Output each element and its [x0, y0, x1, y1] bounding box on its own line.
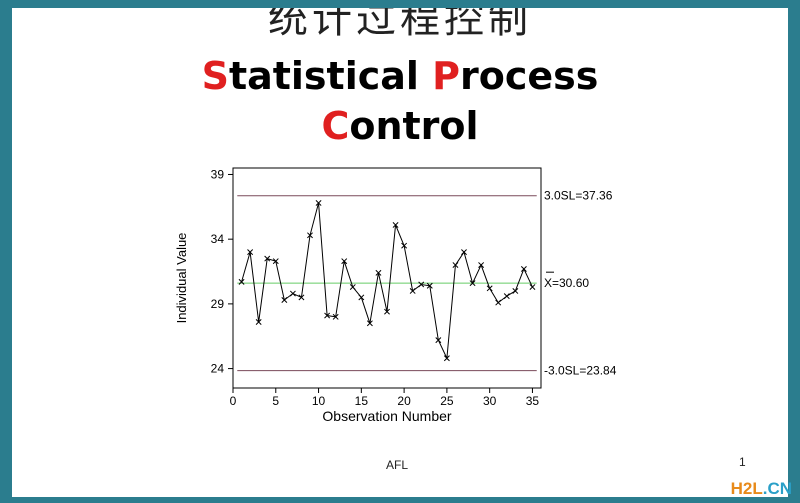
data-point	[341, 258, 348, 265]
title-word-control: Control	[321, 104, 479, 148]
data-point	[520, 265, 527, 272]
data-point	[409, 287, 416, 294]
y-tick-label: 29	[211, 297, 225, 311]
data-point	[358, 294, 365, 301]
limit-label-upper: 3.0SL=37.36	[544, 189, 613, 203]
data-point	[315, 199, 322, 206]
data-point	[366, 320, 373, 327]
footer-left-text: AFL	[386, 458, 409, 472]
data-point	[272, 258, 279, 265]
data-point	[332, 313, 339, 320]
x-tick-label: 10	[312, 394, 326, 408]
y-tick-label: 34	[211, 232, 225, 246]
data-point	[435, 337, 442, 344]
data-point	[401, 242, 408, 249]
y-axis-label: Individual Value	[174, 233, 189, 324]
title-line-1: Statistical Process	[12, 54, 788, 98]
data-point	[375, 269, 382, 276]
data-point	[418, 281, 425, 288]
y-tick-label: 39	[211, 167, 225, 181]
data-point	[255, 319, 262, 325]
x-tick-label: 20	[397, 394, 411, 408]
x-tick-label: 35	[526, 394, 540, 408]
data-point	[238, 278, 245, 285]
page-number: 1	[739, 455, 746, 469]
data-point	[426, 282, 433, 289]
data-point	[495, 299, 502, 306]
limit-label-center: X=30.60	[544, 276, 589, 290]
data-point	[324, 312, 331, 319]
plot-frame	[232, 167, 542, 389]
data-point	[486, 285, 493, 292]
data-point	[452, 262, 459, 269]
x-tick-label: 25	[440, 394, 454, 408]
control-chart: 24 29 34 39 0 5 10 15 20 25 30 35 Observation Number…	[174, 167, 617, 424]
x-axis-label: Observation Number	[322, 408, 452, 424]
x-tick-label: 15	[355, 394, 369, 408]
data-point	[392, 221, 399, 228]
data-point	[307, 232, 313, 239]
data-point	[289, 290, 296, 297]
x-tick-label: 5	[272, 394, 279, 408]
data-point	[503, 293, 510, 300]
data-point	[298, 294, 305, 301]
data-point	[264, 255, 271, 262]
x-tick-label: 0	[230, 394, 237, 408]
y-tick-label: 24	[211, 362, 225, 376]
title-line-2: Control	[12, 104, 788, 148]
title-word-statistical: Statistical	[201, 54, 419, 98]
watermark-logo: H2L.CN	[730, 479, 792, 498]
data-point	[461, 249, 467, 256]
title-word-process: Process	[432, 54, 599, 98]
series-line	[241, 202, 533, 361]
data-point	[512, 287, 519, 294]
limit-label-lower: -3.0SL=23.84	[544, 364, 617, 378]
slide: 统计过程控制 Statistical Process Control 24 29 3…	[12, 8, 788, 497]
data-point	[281, 297, 288, 303]
data-point	[384, 308, 390, 315]
data-point	[469, 280, 476, 287]
data-point	[529, 284, 536, 291]
data-point	[349, 284, 356, 291]
data-point	[247, 249, 254, 256]
data-point	[443, 355, 450, 362]
data-point	[478, 262, 485, 269]
chinese-title: 统计过程控制	[268, 8, 532, 42]
x-tick-label: 30	[483, 394, 497, 408]
